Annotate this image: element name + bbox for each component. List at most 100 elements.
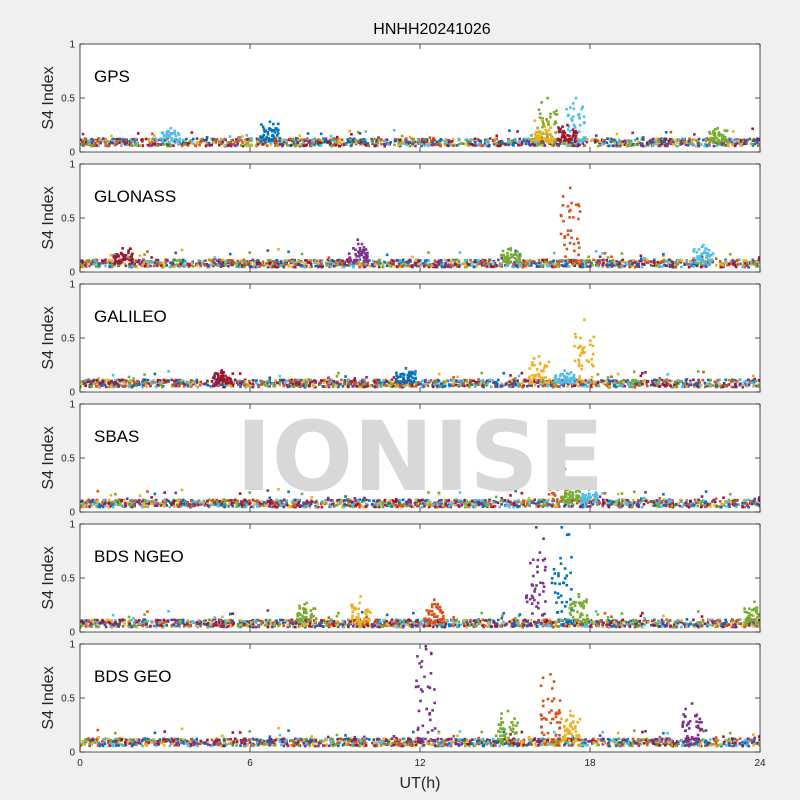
data-point [586, 138, 589, 141]
data-point [335, 140, 339, 144]
data-point [113, 381, 117, 385]
data-point-peak [276, 129, 280, 132]
data-point [257, 385, 261, 389]
data-point [676, 382, 680, 385]
data-point [343, 382, 346, 386]
data-point [249, 261, 253, 264]
data-point [514, 257, 517, 260]
data-point [745, 140, 749, 144]
data-point [153, 261, 157, 264]
data-point [484, 144, 488, 147]
data-point [524, 380, 527, 383]
data-point [257, 260, 260, 264]
data-point [285, 144, 289, 147]
data-point [361, 384, 364, 387]
data-point [123, 138, 126, 142]
data-point [355, 141, 358, 144]
data-point [631, 258, 635, 262]
data-point [320, 265, 324, 269]
data-point [465, 259, 469, 262]
data-point [266, 265, 270, 269]
data-point-peak [561, 203, 565, 207]
data-point [704, 139, 708, 143]
data-point [304, 384, 308, 388]
data-point [287, 383, 291, 386]
data-point-peak [573, 378, 576, 381]
data-point [454, 383, 458, 387]
data-point [666, 142, 670, 145]
data-point-peak [414, 376, 417, 380]
data-point-peak [585, 359, 589, 362]
data-point [719, 265, 723, 269]
data-point [300, 137, 304, 141]
data-point [347, 140, 350, 143]
data-point [513, 382, 516, 385]
data-point [249, 143, 252, 146]
data-point-peak [569, 379, 573, 382]
data-point [756, 385, 760, 388]
data-point-peak [169, 132, 173, 136]
data-point [692, 258, 695, 262]
data-point [557, 260, 561, 264]
data-point [436, 143, 439, 147]
data-point [395, 265, 399, 268]
data-point-peak [528, 377, 531, 380]
data-point [666, 382, 669, 386]
data-point-peak [581, 349, 584, 352]
data-point-peak [708, 130, 711, 134]
data-point [663, 263, 667, 267]
data-point [229, 261, 232, 265]
data-point-peak [113, 262, 116, 265]
data-point [699, 265, 703, 269]
data-point-peak [590, 357, 594, 361]
data-point [110, 137, 114, 141]
data-point [487, 260, 491, 263]
data-point-peak [219, 375, 223, 378]
data-point [459, 383, 462, 386]
data-point-peak [130, 259, 134, 262]
data-point [140, 262, 144, 266]
data-point [110, 379, 113, 383]
data-point [655, 382, 659, 386]
data-point-peak [546, 137, 550, 141]
data-point [185, 263, 189, 266]
data-point [129, 138, 133, 142]
data-point-peak [572, 375, 575, 379]
data-point [515, 264, 519, 267]
data-point [226, 141, 229, 144]
data-point [691, 264, 694, 268]
data-point [616, 263, 619, 266]
data-point [641, 371, 644, 375]
data-point-peak [569, 381, 573, 384]
data-point [204, 144, 208, 148]
data-point-peak [533, 119, 537, 122]
data-point [719, 383, 722, 386]
data-point [694, 144, 698, 148]
data-point-peak [555, 139, 558, 142]
data-point [302, 144, 306, 148]
data-point [212, 384, 215, 388]
data-point [551, 261, 555, 264]
data-point [621, 258, 624, 262]
data-point [449, 264, 453, 267]
data-point [212, 141, 216, 144]
data-point-peak [534, 378, 538, 382]
data-point [81, 380, 85, 383]
data-point [270, 139, 273, 143]
data-point [129, 141, 133, 145]
data-point-peak [219, 371, 223, 375]
data-point [346, 138, 350, 141]
data-point [490, 385, 493, 389]
data-point [137, 259, 141, 263]
data-point [206, 379, 209, 383]
data-point-peak [170, 138, 174, 141]
data-point-peak [568, 129, 572, 133]
data-point-peak [261, 135, 265, 139]
data-point [378, 258, 381, 262]
data-point [172, 263, 175, 267]
data-point [118, 263, 122, 266]
data-point [245, 134, 249, 137]
data-point [522, 139, 526, 143]
data-point-peak [569, 229, 573, 232]
data-point-peak [700, 253, 704, 257]
